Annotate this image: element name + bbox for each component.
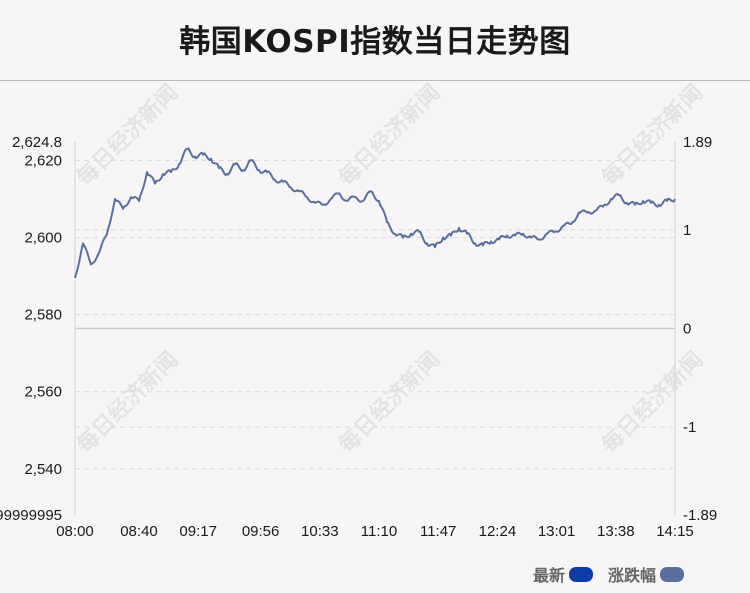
y-tick-label-right: 1.89: [683, 134, 712, 151]
legend-item-change[interactable]: 涨跌幅: [608, 563, 685, 585]
x-tick-label: 11:47: [420, 523, 456, 540]
x-tick-label: 13:38: [597, 523, 635, 540]
x-tick-label: 13:01: [538, 523, 576, 540]
y-tick-label-right: 0: [683, 321, 691, 338]
y-tick-label-left: 2,580: [24, 307, 62, 324]
legend-label-latest: 最新: [533, 566, 566, 585]
y-tick-label-left: 2,600: [24, 230, 62, 247]
chart-title: 韩国KOSPI指数当日走势图: [179, 24, 571, 60]
legend-item-latest[interactable]: 最新: [533, 563, 594, 585]
x-tick-label: 10:33: [301, 523, 339, 540]
series-line-change: [74, 147, 676, 279]
legend-swatch-latest: [569, 566, 594, 582]
y-tick-label-right: -1.89: [683, 507, 717, 524]
x-tick-label: 14:15: [656, 523, 694, 540]
title-divider: [0, 80, 750, 81]
y-tick-label-left: 2,527.9999999999995: [0, 507, 62, 524]
y-tick-label-left: 2,560: [24, 384, 62, 401]
y-tick-label-left: 2,620: [24, 152, 62, 169]
x-tick-label: 09:56: [242, 523, 280, 540]
y-tick-label-left: 2,540: [24, 461, 62, 478]
x-tick-label: 11:10: [361, 523, 397, 540]
y-tick-label-left: 2,624.8: [12, 134, 62, 151]
x-tick-label: 09:17: [179, 523, 217, 540]
x-tick-label: 12:24: [479, 523, 517, 540]
x-tick-label: 08:00: [56, 523, 94, 540]
y-tick-label-right: 1: [683, 222, 691, 239]
x-tick-label: 08:40: [120, 523, 158, 540]
legend-swatch-change: [660, 566, 685, 582]
y-tick-label-right: -1: [683, 419, 696, 436]
legend-label-change: 涨跌幅: [608, 566, 657, 585]
